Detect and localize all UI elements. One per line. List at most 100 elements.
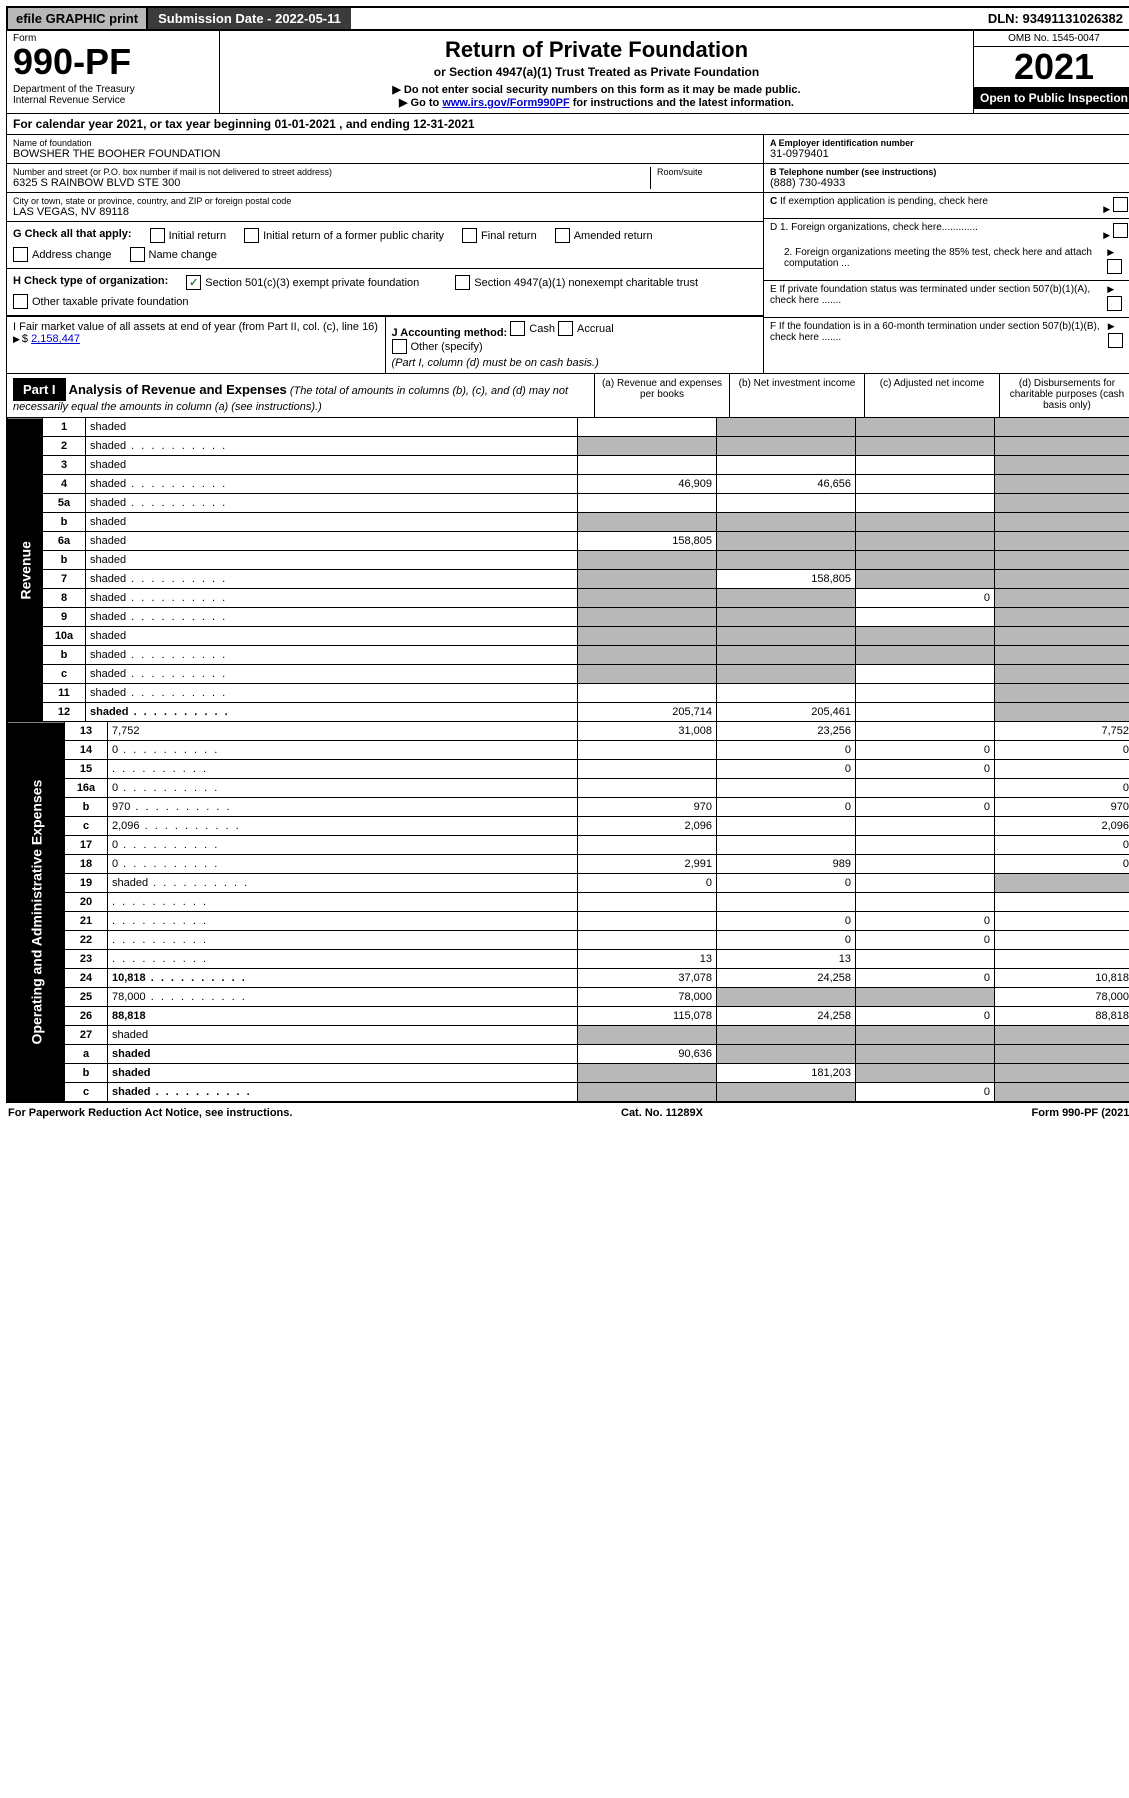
section-i: I Fair market value of all assets at end… [7,317,386,373]
cb-cash[interactable]: Cash [510,321,555,336]
amount-cell [578,437,717,456]
table-row: 10ashaded [8,627,1129,646]
amount-cell [995,532,1129,551]
cb-other-taxable[interactable]: Other taxable private foundation [13,294,189,309]
amount-cell [995,570,1129,589]
table-row: 8shaded0 [8,589,1129,608]
line-desc [108,893,578,912]
amount-cell [995,551,1129,570]
amount-cell [717,456,856,475]
cb-other-method[interactable]: Other (specify) [392,339,483,354]
f-text: F If the foundation is in a 60-month ter… [770,321,1102,343]
amount-cell: 970 [995,798,1129,817]
cb-d2[interactable] [1107,259,1122,274]
cb-name-change[interactable]: Name change [130,247,218,262]
cb-501c3[interactable]: Section 501(c)(3) exempt private foundat… [186,275,419,290]
cb-accrual[interactable]: Accrual [558,321,614,336]
foundation-name-label: Name of foundation [13,138,757,148]
amount-cell [717,437,856,456]
cb-e[interactable] [1107,296,1122,311]
submission-date: Submission Date - 2022-05-11 [148,8,351,29]
line-desc: 78,000 [108,988,578,1007]
line-desc: 0 [108,836,578,855]
line-desc: shaded [86,627,578,646]
cb-initial-return[interactable]: Initial return [150,228,226,243]
cb-amended-return[interactable]: Amended return [555,228,653,243]
amount-cell [995,627,1129,646]
amount-cell: 2,096 [578,817,717,836]
amount-cell: 0 [856,798,995,817]
line-number: c [43,665,86,684]
amount-cell [856,551,995,570]
open-public-badge: Open to Public Inspection [974,87,1129,109]
amount-cell [995,456,1129,475]
amount-cell: 0 [856,1083,995,1102]
table-row: 3shaded [8,456,1129,475]
amount-cell [856,855,995,874]
cb-f[interactable] [1108,333,1123,348]
table-row: 2688,818115,07824,258088,818 [8,1007,1129,1026]
form-instructions-link[interactable]: www.irs.gov/Form990PF [442,97,569,109]
page-footer: For Paperwork Reduction Act Notice, see … [6,1103,1129,1123]
amount-cell: 7,752 [995,722,1129,741]
line-number: 8 [43,589,86,608]
amount-cell [856,456,995,475]
amount-cell [578,608,717,627]
amount-cell: 24,258 [717,1007,856,1026]
form-subtitle: or Section 4947(a)(1) Trust Treated as P… [224,65,969,79]
amount-cell: 158,805 [578,532,717,551]
amount-cell: 0 [856,1007,995,1026]
cb-c[interactable] [1113,197,1128,212]
part1-badge: Part I [13,378,66,401]
cb-initial-former[interactable]: Initial return of a former public charit… [244,228,444,243]
amount-cell [578,779,717,798]
amount-cell [995,1064,1129,1083]
amount-cell [717,988,856,1007]
line-desc: shaded [86,608,578,627]
amount-cell [578,931,717,950]
amount-cell [995,1045,1129,1064]
line-desc [108,912,578,931]
amount-cell [856,1045,995,1064]
phone-label: B Telephone number (see instructions) [770,167,1128,177]
cb-d1[interactable] [1113,223,1128,238]
fmv-link[interactable]: 2,158,447 [31,333,80,345]
amount-cell [717,589,856,608]
cb-4947a1[interactable]: Section 4947(a)(1) nonexempt charitable … [455,275,698,290]
section-g: G Check all that apply: Initial return I… [7,222,763,269]
amount-cell [717,836,856,855]
cb-final-return[interactable]: Final return [462,228,537,243]
line-desc: 88,818 [108,1007,578,1026]
amount-cell [856,475,995,494]
amount-cell: 78,000 [578,988,717,1007]
line-number: 22 [65,931,108,950]
line-desc: shaded [108,1064,578,1083]
amount-cell [856,950,995,969]
table-row: b97097000970 [8,798,1129,817]
amount-cell [717,1026,856,1045]
amount-cell [578,589,717,608]
line-desc: 970 [108,798,578,817]
amount-cell [856,513,995,532]
amount-cell [995,684,1129,703]
amount-cell [578,741,717,760]
line-desc: shaded [86,646,578,665]
table-row: 16a00 [8,779,1129,798]
cb-address-change[interactable]: Address change [13,247,112,262]
amount-cell: 0 [856,760,995,779]
line-number: 1 [43,418,86,437]
amount-cell [995,703,1129,722]
revenue-table: Revenue1shaded2shaded3shaded4shaded46,90… [7,418,1129,722]
line-desc: shaded [86,475,578,494]
line-number: 12 [43,703,86,722]
table-row: cshaded0 [8,1083,1129,1102]
line-number: 2 [43,437,86,456]
amount-cell [717,779,856,798]
line-desc: shaded [86,684,578,703]
table-row: bshaded [8,551,1129,570]
amount-cell [995,1026,1129,1045]
line-desc: shaded [86,665,578,684]
table-row: 1700 [8,836,1129,855]
amount-cell [995,475,1129,494]
amount-cell [717,551,856,570]
